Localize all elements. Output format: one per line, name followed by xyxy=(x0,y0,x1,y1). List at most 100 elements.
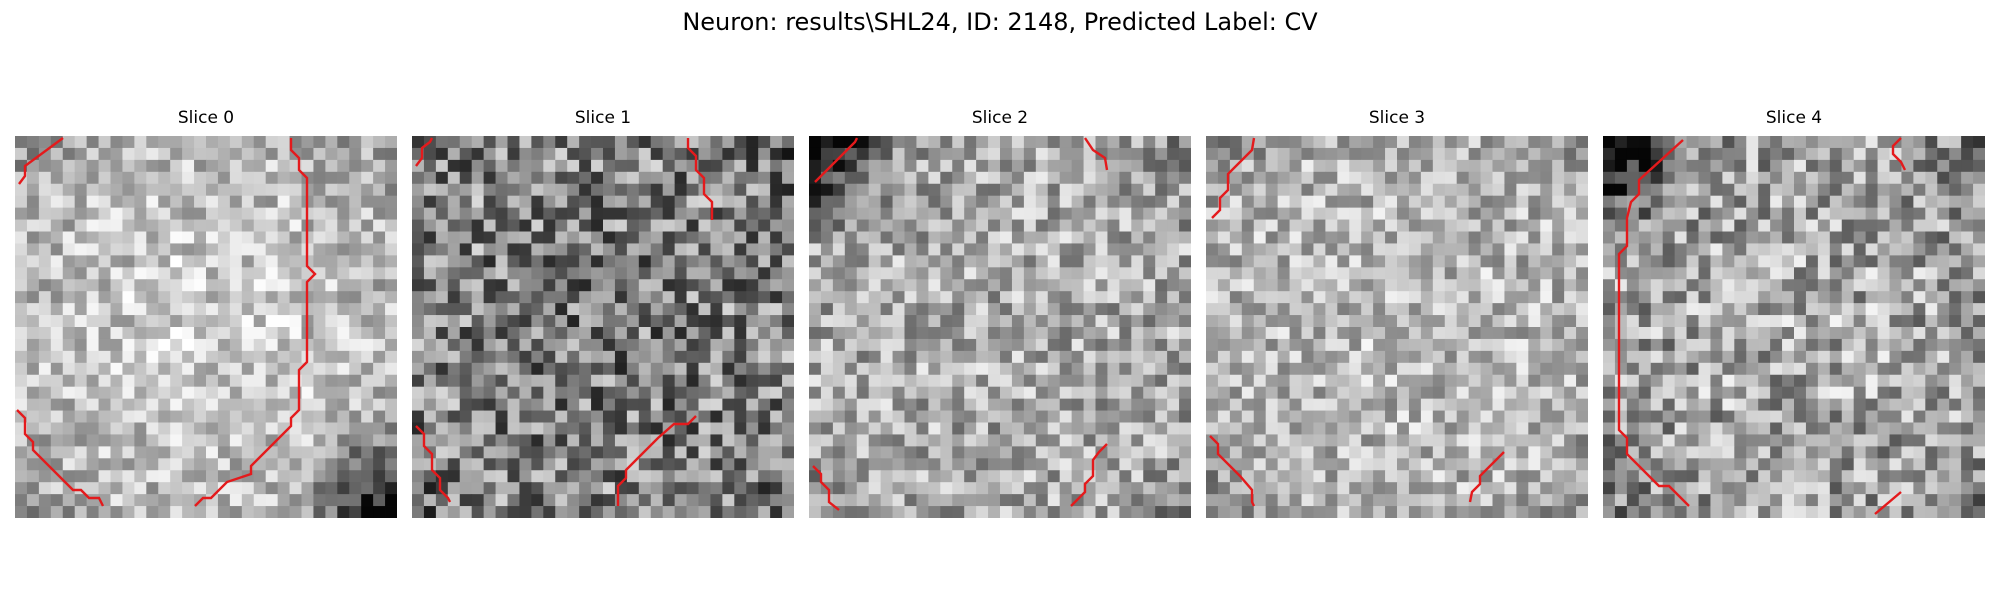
pixel-cell xyxy=(519,171,532,185)
pixel-cell xyxy=(1540,422,1553,435)
pixel-cell xyxy=(856,422,870,435)
pixel-cell xyxy=(844,350,858,364)
pixel-cell xyxy=(758,434,771,447)
pixel-cell xyxy=(868,255,882,268)
pixel-cell xyxy=(940,219,953,232)
pixel-cell xyxy=(1071,386,1084,400)
pixel-cell xyxy=(1361,434,1374,447)
pixel-cell xyxy=(313,327,326,340)
pixel-cell xyxy=(435,398,449,411)
pixel-cell xyxy=(734,350,747,364)
pixel-cell xyxy=(543,267,556,280)
pixel-cell xyxy=(507,482,520,495)
pixel-cell xyxy=(626,315,640,328)
pixel-cell xyxy=(229,386,243,400)
pixel-cell xyxy=(782,231,794,244)
pixel-cell xyxy=(1217,147,1231,161)
pixel-cell xyxy=(206,482,219,495)
pixel-cell xyxy=(916,219,929,232)
pixel-cell xyxy=(1552,327,1565,340)
pixel-cell xyxy=(1901,279,1914,292)
pixel-cell xyxy=(412,315,425,328)
pixel-cell xyxy=(1313,183,1326,197)
pixel-cell xyxy=(579,362,592,376)
pixel-cell xyxy=(722,350,735,364)
pixel-cell xyxy=(722,279,735,292)
pixel-cell xyxy=(229,410,243,423)
pixel-cell xyxy=(313,350,326,364)
pixel-cell xyxy=(98,458,111,471)
pixel-cell xyxy=(50,374,64,388)
pixel-cell xyxy=(1408,494,1422,507)
pixel-cell xyxy=(385,446,397,459)
pixel-cell xyxy=(1722,434,1735,447)
pixel-cell xyxy=(423,350,437,364)
pixel-cell xyxy=(1925,291,1938,304)
pixel-cell xyxy=(98,136,111,149)
pixel-cell xyxy=(519,338,532,352)
pixel-cell xyxy=(567,482,580,495)
pixel-cell xyxy=(1349,398,1362,411)
pixel-cell xyxy=(1829,291,1843,304)
pixel-cell xyxy=(265,183,279,197)
pixel-cell xyxy=(579,506,592,518)
pixel-cell xyxy=(170,267,183,280)
pixel-cell xyxy=(1107,458,1120,471)
pixel-cell xyxy=(1925,279,1938,292)
pixel-cell xyxy=(1817,279,1831,292)
pixel-cell xyxy=(1217,350,1231,364)
pixel-cell xyxy=(1385,147,1398,161)
pixel-cell xyxy=(495,458,508,471)
pixel-cell xyxy=(1229,506,1243,518)
pixel-cell xyxy=(1143,183,1156,197)
pixel-cell xyxy=(313,243,326,256)
pixel-cell xyxy=(1480,207,1493,220)
pixel-cell xyxy=(579,386,592,400)
pixel-cell xyxy=(1889,410,1902,423)
pixel-cell xyxy=(1408,195,1422,209)
pixel-cell xyxy=(1614,362,1628,376)
pixel-cell xyxy=(337,291,350,304)
pixel-cell xyxy=(483,136,496,149)
pixel-cell xyxy=(385,243,397,256)
pixel-cell xyxy=(1603,219,1616,232)
pixel-cell xyxy=(567,171,580,185)
pixel-cell xyxy=(1095,195,1108,209)
pixel-cell xyxy=(1829,303,1843,316)
pixel-cell xyxy=(1325,350,1338,364)
pixel-cell xyxy=(928,195,941,209)
pixel-cell xyxy=(1734,207,1747,220)
pixel-cell xyxy=(614,195,628,209)
pixel-cell xyxy=(74,410,88,423)
pixel-cell xyxy=(674,195,687,209)
pixel-cell xyxy=(758,219,771,232)
pixel-cell xyxy=(313,147,326,161)
pixel-cell xyxy=(940,494,953,507)
pixel-cell xyxy=(1325,470,1338,483)
pixel-cell xyxy=(26,506,40,518)
pixel-cell xyxy=(1313,207,1326,220)
pixel-cell xyxy=(868,470,882,483)
pixel-cell xyxy=(1829,374,1843,388)
pixel-cell xyxy=(1444,338,1458,352)
pixel-cell xyxy=(1095,303,1108,316)
pixel-cell xyxy=(1035,494,1049,507)
pixel-cell xyxy=(1674,207,1687,220)
pixel-cell xyxy=(1167,255,1180,268)
pixel-cell xyxy=(940,315,953,328)
pixel-cell xyxy=(1734,446,1747,459)
pixel-cell xyxy=(241,494,255,507)
pixel-cell xyxy=(1000,195,1013,209)
pixel-cell xyxy=(519,267,532,280)
pixel-cell xyxy=(206,338,219,352)
pixel-cell xyxy=(531,183,544,197)
pixel-cell xyxy=(1420,279,1434,292)
pixel-cell xyxy=(134,410,147,423)
pixel-cell xyxy=(964,219,977,232)
pixel-cell xyxy=(1877,398,1890,411)
pixel-cell xyxy=(662,267,676,280)
pixel-cell xyxy=(495,494,508,507)
pixel-cell xyxy=(1794,207,1807,220)
pixel-cell xyxy=(686,434,699,447)
pixel-cell xyxy=(1047,243,1061,256)
